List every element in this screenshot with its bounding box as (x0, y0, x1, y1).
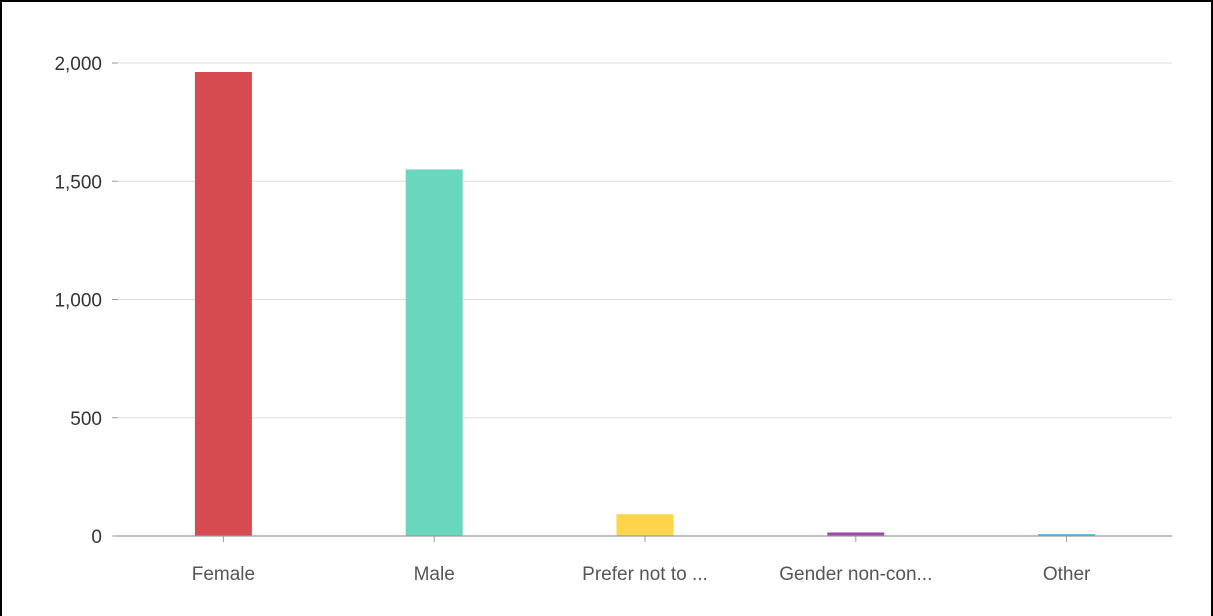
x-category-label: Male (414, 564, 455, 585)
x-category-label: Other (1043, 564, 1091, 585)
gridlines (112, 62, 1172, 537)
bar (194, 71, 252, 536)
y-tick-label: 500 (70, 409, 102, 430)
bar (1038, 534, 1096, 536)
y-tick-label: 1,500 (54, 172, 102, 193)
x-category-label: Prefer not to ... (582, 564, 708, 585)
y-tick-label: 1,000 (54, 291, 102, 312)
bars (194, 71, 1096, 537)
x-axis-tick-marks (222, 536, 1068, 542)
bar (827, 532, 885, 536)
y-tick-label: 0 (91, 527, 102, 548)
x-category-label: Gender non-con... (779, 564, 932, 585)
bar (405, 169, 463, 537)
bar (616, 514, 674, 536)
x-axis-category-labels: Female Male Prefer not to ... Gender non-co… (192, 564, 1091, 585)
x-category-label: Female (192, 564, 255, 585)
y-axis-tick-labels: 0 500 1,000 1,500 2,000 (54, 54, 102, 548)
y-tick-label: 2,000 (54, 54, 102, 75)
